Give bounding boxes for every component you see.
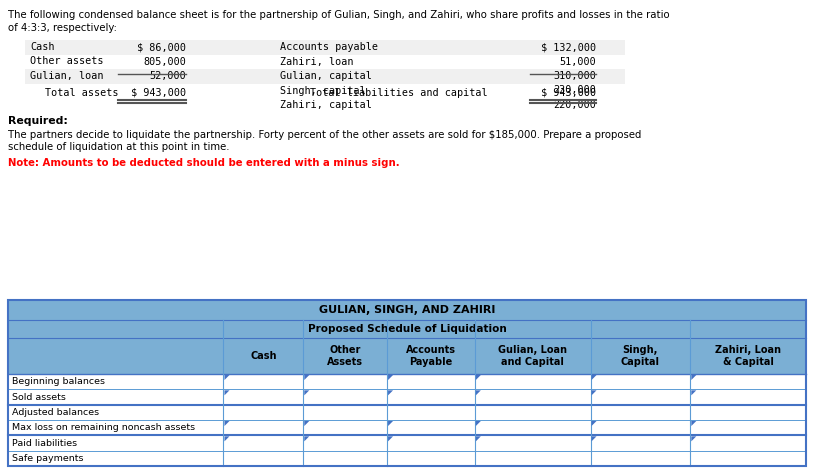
Bar [8,374,806,466]
Text: Gulian, loan: Gulian, loan [30,71,103,81]
Polygon shape [225,436,230,441]
Polygon shape [225,421,230,426]
Bar [25,69,625,84]
Bar [8,320,806,338]
Bar [8,300,806,466]
Text: 51,000: 51,000 [559,57,596,67]
Text: 230,000: 230,000 [554,85,596,95]
Text: The partners decide to liquidate the partnership. Forty percent of the other ass: The partners decide to liquidate the par… [8,130,641,152]
Text: $ 132,000: $ 132,000 [540,42,596,52]
Polygon shape [592,390,597,396]
Text: Adjusted balances: Adjusted balances [12,408,99,417]
Text: Singh, capital: Singh, capital [280,85,365,95]
Text: Note: Amounts to be deducted should be entered with a minus sign.: Note: Amounts to be deducted should be e… [8,158,400,168]
Polygon shape [225,375,230,380]
Polygon shape [388,421,393,426]
Text: Total assets: Total assets [45,87,119,98]
Polygon shape [225,390,230,396]
Text: 805,000: 805,000 [143,57,186,67]
Text: Proposed Schedule of Liquidation: Proposed Schedule of Liquidation [308,324,506,334]
Text: Other assets: Other assets [30,57,103,67]
Polygon shape [592,421,597,426]
Text: Gulian, capital: Gulian, capital [280,71,372,81]
Polygon shape [476,375,481,380]
Polygon shape [592,436,597,441]
Polygon shape [388,390,393,396]
Polygon shape [304,390,309,396]
Text: $ 86,000: $ 86,000 [137,42,186,52]
Text: Beginning balances: Beginning balances [12,377,105,386]
Polygon shape [388,436,393,441]
Text: Accounts payable: Accounts payable [280,42,378,52]
Polygon shape [476,421,481,426]
Text: 310,000: 310,000 [554,71,596,81]
Text: GULIAN, SINGH, AND ZAHIRI: GULIAN, SINGH, AND ZAHIRI [319,305,495,315]
Polygon shape [304,375,309,380]
Text: 220,000: 220,000 [554,100,596,110]
Polygon shape [476,436,481,441]
Text: $ 943,000: $ 943,000 [131,87,186,98]
Text: Zahiri, Loan
& Capital: Zahiri, Loan & Capital [716,345,781,367]
Text: Other
Assets: Other Assets [327,345,363,367]
Bar [25,54,625,69]
Text: Total liabilities and capital: Total liabilities and capital [310,87,488,98]
Text: The following condensed balance sheet is for the partnership of Gulian, Singh, a: The following condensed balance sheet is… [8,10,670,20]
Text: Max loss on remaining noncash assets: Max loss on remaining noncash assets [12,423,195,432]
Text: Gulian, Loan
and Capital: Gulian, Loan and Capital [498,345,567,367]
Text: Accounts
Payable: Accounts Payable [406,345,456,367]
Text: Paid liabilities: Paid liabilities [12,438,77,447]
Text: 52,000: 52,000 [149,71,186,81]
Text: Cash: Cash [30,42,55,52]
Polygon shape [476,390,481,396]
Polygon shape [691,375,696,380]
Text: Zahiri, capital: Zahiri, capital [280,100,372,110]
Polygon shape [691,390,696,396]
Polygon shape [691,436,696,441]
Text: Cash: Cash [250,351,277,361]
Text: $ 943,000: $ 943,000 [540,87,596,98]
Bar [8,338,806,374]
Polygon shape [304,436,309,441]
Polygon shape [691,421,696,426]
Text: Sold assets: Sold assets [12,393,66,402]
Text: Zahiri, loan: Zahiri, loan [280,57,353,67]
Text: Safe payments: Safe payments [12,454,84,463]
Bar [25,40,625,54]
Text: Singh,
Capital: Singh, Capital [621,345,660,367]
Polygon shape [304,421,309,426]
Polygon shape [388,375,393,380]
Text: Required:: Required: [8,116,68,126]
Bar [8,300,806,320]
Polygon shape [592,375,597,380]
Text: of 4:3:3, respectively:: of 4:3:3, respectively: [8,23,117,33]
